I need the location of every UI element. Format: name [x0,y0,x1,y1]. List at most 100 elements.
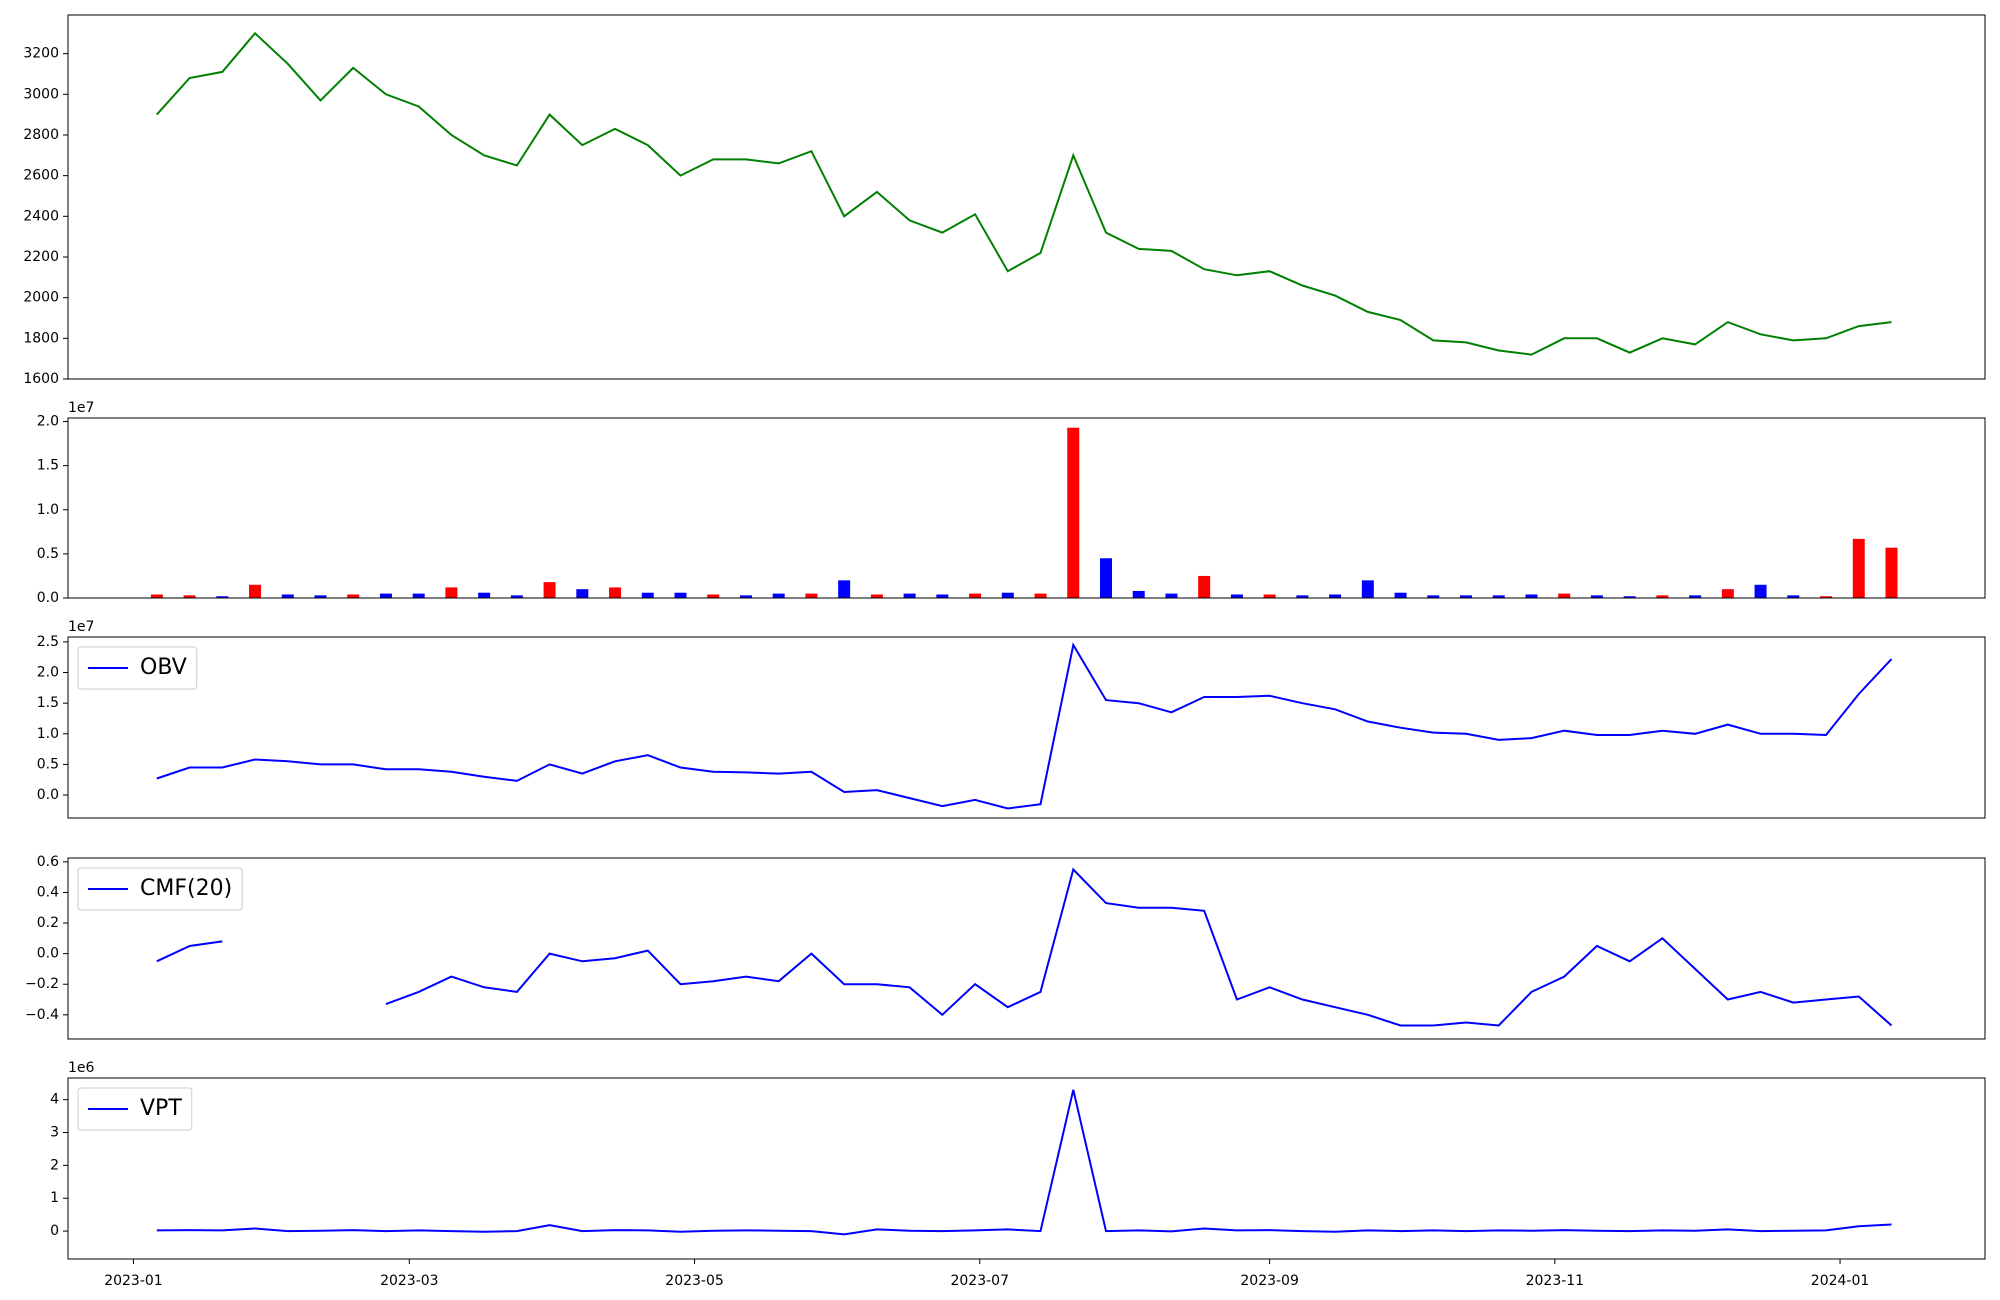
y-tick-label: 1 [50,1190,59,1206]
bar [1034,593,1047,598]
bar [1165,593,1178,598]
bar [674,592,687,598]
bar [1067,427,1080,598]
bar [347,594,360,598]
bar [249,584,262,598]
bar [1198,575,1211,598]
bar [1787,595,1800,598]
bar [1492,595,1505,598]
plot-frame [67,857,1986,1040]
y-tick-label: 0.4 [37,884,59,900]
legend-box [77,1087,193,1131]
bar [838,580,851,598]
data-line [156,642,1893,810]
bar [1329,594,1342,598]
bar [1689,595,1702,598]
bar [1820,596,1833,598]
bar [1623,596,1636,598]
legend-text: VPT [140,1096,182,1121]
y-tick-label: 0.6 [37,854,59,870]
legend-text: OBV [140,655,187,680]
bar [314,595,327,598]
bar [1754,584,1767,598]
bar [576,589,589,598]
bar [1099,558,1112,598]
y-tick-label: 1.5 [37,458,59,474]
y-tick-label: −0.2 [25,976,59,992]
y-tick-label: 0 [50,1223,59,1239]
y-tick-label: 2.0 [37,414,59,430]
plot-frame [67,1077,1986,1260]
bar [1361,580,1374,598]
y-tick-label: 0.0 [37,787,59,803]
y-tick-label: 2200 [23,249,59,265]
bar [1525,594,1538,598]
x-tick-label: 2023-11 [1526,1273,1585,1289]
bar [870,594,883,598]
bar [739,595,752,598]
y-tick-label: −0.4 [25,1007,59,1023]
bar [379,593,392,598]
axis-offset-label: 1e7 [68,619,94,635]
x-tick-label: 2024-01 [1811,1273,1870,1289]
axis-offset-label: 1e7 [68,400,94,416]
bar [445,587,458,598]
data-line [156,1089,1892,1236]
bar [216,596,229,598]
x-tick-label: 2023-03 [380,1273,439,1289]
y-tick-label: 1.0 [37,502,59,518]
plot-frame [67,417,1986,599]
bar [150,594,163,598]
y-tick-label: 2 [50,1157,59,1173]
y-tick-label: 2.5 [37,634,59,650]
bar [1296,595,1309,598]
bar [412,593,425,598]
bar [805,593,818,598]
y-tick-label: 4 [50,1092,59,1108]
y-tick-label: 2.0 [37,665,59,681]
x-tick-label: 2023-01 [104,1273,163,1289]
y-tick-label: 0.5 [37,546,59,562]
y-tick-label: 2000 [23,290,59,306]
axis-offset-label: 1e6 [68,1060,95,1076]
bar [1460,595,1473,598]
plot-frame [67,636,1986,819]
legend-box [77,867,243,911]
y-tick-label: 1800 [23,330,59,346]
y-tick-label: 3 [50,1125,59,1141]
bar [1263,594,1276,598]
bar [543,582,556,598]
bar [707,594,720,598]
y-tick-label: 1.0 [37,726,59,742]
bar [1001,592,1014,598]
y-tick-label: 1600 [23,371,59,387]
bar [641,592,654,598]
bar [1656,595,1669,598]
y-tick-label: 1.5 [37,695,59,711]
data-line [156,31,1892,356]
bar [281,594,294,598]
x-tick-label: 2023-05 [665,1273,724,1289]
bar [936,594,949,598]
y-tick-label: 0.5 [37,756,59,772]
x-tick-label: 2023-07 [950,1273,1009,1289]
bar [772,593,785,598]
legend-box [77,646,198,690]
y-tick-label: 2400 [23,208,59,224]
data-line [156,867,1893,1027]
x-tick-label: 2023-09 [1240,1273,1299,1289]
bar [1558,593,1571,598]
bar [1885,547,1898,598]
y-tick-label: 0.2 [37,915,59,931]
bar [183,595,196,598]
bar [609,587,622,598]
bar [510,595,523,598]
bar [1427,595,1440,598]
bar [1852,538,1865,598]
legend-text: CMF(20) [140,876,232,901]
bar [1230,594,1243,598]
bar [1590,595,1603,598]
bar [1721,589,1734,598]
y-tick-label: 2800 [23,127,59,143]
